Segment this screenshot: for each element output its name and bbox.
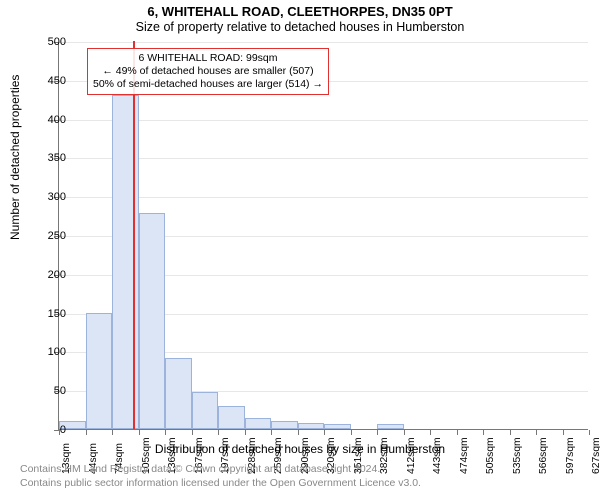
histogram-bar — [324, 424, 351, 429]
histogram-bar — [298, 423, 325, 429]
ytick-label: 400 — [26, 114, 66, 126]
gridline — [59, 42, 588, 43]
chart-container: 6 WHITEHALL ROAD: 99sqm← 49% of detached… — [58, 42, 588, 430]
histogram-bar — [271, 421, 298, 429]
histogram-bar — [245, 418, 272, 429]
histogram-bar — [139, 213, 166, 429]
ytick-label: 200 — [26, 269, 66, 281]
histogram-bar — [86, 313, 113, 429]
footer-line1: Contains HM Land Registry data © Crown c… — [20, 463, 421, 477]
attribution-footer: Contains HM Land Registry data © Crown c… — [20, 463, 421, 490]
annotation-line: ← 49% of detached houses are smaller (50… — [93, 65, 323, 78]
xtick-mark — [139, 430, 140, 435]
ytick-label: 100 — [26, 346, 66, 358]
xtick-mark — [536, 430, 537, 435]
plot-area: 6 WHITEHALL ROAD: 99sqm← 49% of detached… — [58, 42, 588, 430]
annotation-box: 6 WHITEHALL ROAD: 99sqm← 49% of detached… — [87, 48, 329, 95]
xtick-mark — [165, 430, 166, 435]
histogram-bar — [218, 406, 245, 429]
xtick-mark — [218, 430, 219, 435]
y-axis-title: Number of detached properties — [8, 75, 22, 240]
ytick-label: 300 — [26, 191, 66, 203]
ytick-label: 500 — [26, 36, 66, 48]
xtick-mark — [404, 430, 405, 435]
ytick-label: 50 — [26, 385, 66, 397]
ytick-label: 450 — [26, 75, 66, 87]
ytick-label: 0 — [26, 424, 66, 436]
ytick-label: 250 — [26, 230, 66, 242]
xtick-mark — [192, 430, 193, 435]
xtick-mark — [112, 430, 113, 435]
reference-line — [133, 41, 135, 429]
xtick-mark — [510, 430, 511, 435]
xtick-mark — [457, 430, 458, 435]
xtick-mark — [563, 430, 564, 435]
annotation-line: 50% of semi-detached houses are larger (… — [93, 78, 323, 91]
ytick-label: 150 — [26, 308, 66, 320]
histogram-bar — [377, 424, 404, 429]
xtick-mark — [86, 430, 87, 435]
page-title-line1: 6, WHITEHALL ROAD, CLEETHORPES, DN35 0PT — [0, 4, 600, 19]
xtick-mark — [324, 430, 325, 435]
xtick-mark — [298, 430, 299, 435]
x-axis-title: Distribution of detached houses by size … — [0, 442, 600, 456]
histogram-bar — [165, 358, 192, 429]
xtick-mark — [271, 430, 272, 435]
footer-line2: Contains public sector information licen… — [20, 477, 421, 491]
xtick-mark — [351, 430, 352, 435]
xtick-mark — [430, 430, 431, 435]
page-title-line2: Size of property relative to detached ho… — [0, 20, 600, 34]
xtick-mark — [377, 430, 378, 435]
xtick-mark — [483, 430, 484, 435]
xtick-mark — [589, 430, 590, 435]
annotation-line: 6 WHITEHALL ROAD: 99sqm — [93, 52, 323, 65]
histogram-bar — [192, 392, 219, 429]
xtick-mark — [245, 430, 246, 435]
ytick-label: 350 — [26, 152, 66, 164]
